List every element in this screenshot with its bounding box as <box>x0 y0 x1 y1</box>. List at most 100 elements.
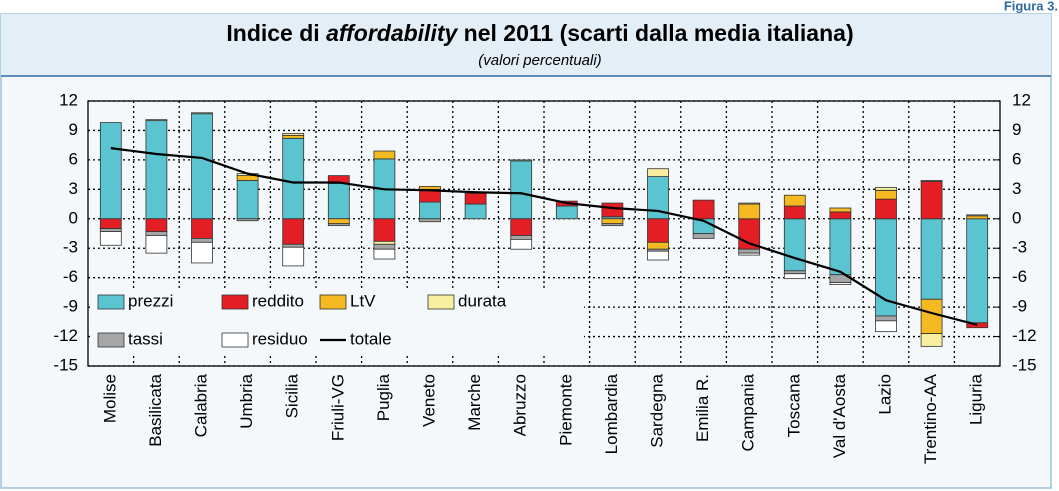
figure-label: Figura 3. <box>1004 0 1058 13</box>
bar-segment <box>829 282 852 285</box>
bar-segment <box>783 273 806 280</box>
bar-segment <box>145 120 168 220</box>
bar-segment <box>327 218 350 225</box>
legend-label: LtV <box>350 291 376 310</box>
bar-segment <box>464 192 487 205</box>
x-tick-label: Abruzzo <box>511 374 530 436</box>
bar-segment <box>555 205 578 220</box>
y-tick-label: -3 <box>63 238 78 257</box>
line-series <box>110 147 978 326</box>
x-tick-label: Lombardia <box>602 373 621 454</box>
bar-segment <box>236 218 259 222</box>
bar-segment <box>373 248 396 260</box>
bar-segment <box>920 333 943 347</box>
y2-tick-label: -3 <box>1012 238 1027 257</box>
bar-segment <box>829 211 852 220</box>
y-tick-label: 9 <box>69 120 78 139</box>
bar-segment <box>191 113 213 220</box>
bar-segment <box>282 243 305 248</box>
bar-segment <box>373 240 396 245</box>
x-tick-label: Toscana <box>784 373 803 437</box>
bar-segment <box>738 252 761 256</box>
bar-segment <box>282 246 305 267</box>
legend-swatch <box>221 294 249 310</box>
bar-segment <box>966 215 989 220</box>
chart-title: Indice di affordability nel 2011 (scarti… <box>226 20 853 46</box>
x-tick-label: Molise <box>100 374 119 423</box>
bar-segment <box>510 218 533 236</box>
bar-segment <box>875 186 897 191</box>
x-tick-label: Liguria <box>967 373 986 425</box>
bar-segment <box>99 231 122 246</box>
x-tick-label: Campania <box>739 373 758 451</box>
bar-segment <box>145 218 168 232</box>
y-tick-label: 0 <box>69 208 78 227</box>
bar-segment <box>966 218 989 324</box>
bar-segment <box>920 181 943 220</box>
y-tick-label: -6 <box>63 267 78 286</box>
bar-segment <box>783 194 806 207</box>
bar-segment <box>829 218 852 276</box>
bar-segment <box>829 207 852 213</box>
bar-segment <box>601 223 624 227</box>
legend-swatch <box>319 294 347 310</box>
y-tick-label: -15 <box>53 355 78 374</box>
bar-segment <box>373 218 396 242</box>
legend-swatch <box>427 294 455 310</box>
legend-label: reddito <box>252 291 304 310</box>
bar-segment <box>99 122 122 220</box>
bar-segment <box>875 320 897 333</box>
legend-label: prezzi <box>128 291 173 310</box>
bar-segment <box>99 218 122 229</box>
bar-segment <box>966 322 989 329</box>
x-tick-label: Sicilia <box>283 373 302 418</box>
x-tick-label: Puglia <box>374 373 393 421</box>
bar-segment <box>875 189 897 200</box>
bar-segment <box>419 201 441 220</box>
x-tick-label: Sardegna <box>647 373 666 447</box>
x-tick-label: Veneto <box>419 374 438 427</box>
bar-segment <box>236 180 259 220</box>
bar-segment <box>920 180 943 182</box>
y2-tick-label: 0 <box>1012 208 1021 227</box>
x-tick-label: Lazio <box>875 374 894 415</box>
bar-segment <box>738 248 761 254</box>
bar-segment <box>464 203 487 220</box>
bar-segment <box>510 159 533 162</box>
bar-segment <box>738 203 761 220</box>
bar-segment <box>647 250 669 261</box>
bar-segment <box>282 134 305 139</box>
bar-segment <box>191 241 213 264</box>
bar-segment <box>783 218 806 272</box>
plot-frame <box>87 100 1001 367</box>
title-part: affordability <box>326 20 458 46</box>
x-tick-label: Val d'Aosta <box>830 373 849 458</box>
bar-segment <box>327 223 350 227</box>
x-tick-label: Piemonte <box>556 374 575 446</box>
bar-segment <box>510 238 533 250</box>
bar-segment <box>647 241 669 250</box>
bar-segment <box>282 132 305 136</box>
legend-label: durata <box>458 291 507 310</box>
header-band <box>1 14 1051 76</box>
bar-segment <box>145 235 168 254</box>
title-part: Indice di <box>226 20 326 46</box>
x-tick-label: Marche <box>465 374 484 431</box>
y-tick-label: 12 <box>59 90 78 109</box>
y2-tick-label: -9 <box>1012 297 1027 316</box>
bar-segment <box>236 175 259 181</box>
y2-tick-label: 3 <box>1012 179 1021 198</box>
x-tick-label: Calabria <box>191 373 210 437</box>
bar-segment <box>783 270 806 275</box>
legend-swatch <box>221 332 249 348</box>
bar-segment <box>920 218 943 300</box>
bar-segment <box>191 238 213 243</box>
bar-segment <box>145 231 168 236</box>
bar-segment <box>738 202 761 205</box>
y-tick-label: -9 <box>63 297 78 316</box>
bar-segment <box>692 233 715 239</box>
bar-segment <box>510 160 533 220</box>
legend-label: residuo <box>252 329 308 348</box>
bar-segment <box>145 119 168 122</box>
bar-segment <box>373 150 396 160</box>
